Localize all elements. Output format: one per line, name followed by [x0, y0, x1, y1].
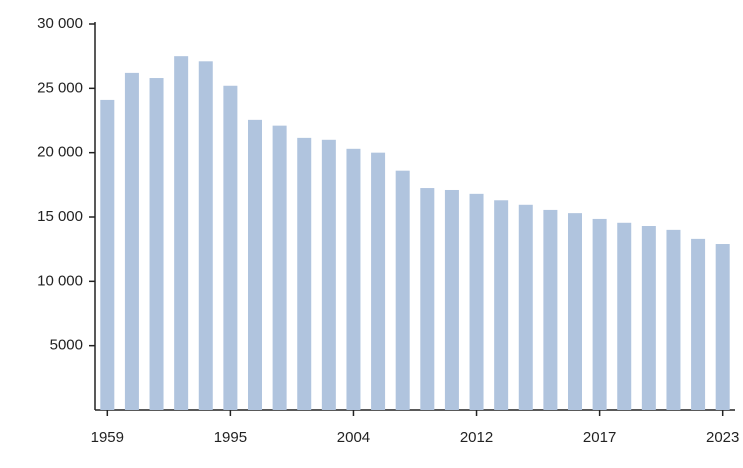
bar — [346, 148, 361, 410]
x-tick-label: 1995 — [214, 429, 247, 446]
x-tick-label: 2004 — [337, 429, 370, 446]
bar — [149, 78, 164, 410]
bar — [518, 204, 533, 410]
bar — [100, 99, 115, 410]
bar — [371, 152, 386, 410]
bar — [715, 244, 730, 410]
y-tick-label: 10 000 — [37, 272, 83, 289]
x-tick-label: 2023 — [706, 429, 739, 446]
bar — [494, 200, 509, 410]
x-tick-label: 2012 — [460, 429, 493, 446]
bar — [444, 189, 459, 410]
y-tick-label: 5000 — [50, 337, 83, 354]
bar — [223, 85, 238, 410]
bar — [666, 229, 681, 410]
bar — [174, 56, 189, 411]
bar — [568, 213, 582, 410]
bar — [641, 226, 656, 410]
bar — [617, 222, 632, 410]
y-tick-label: 30 000 — [37, 15, 83, 32]
bar — [124, 72, 139, 410]
bar — [469, 193, 484, 410]
bar — [297, 137, 312, 410]
bar — [691, 238, 706, 410]
bar — [321, 139, 336, 411]
bar — [272, 125, 287, 410]
y-tick-label: 15 000 — [37, 208, 83, 225]
bar — [543, 209, 558, 410]
y-tick-label: 25 000 — [37, 79, 83, 96]
y-tick-label: 20 000 — [37, 144, 83, 161]
x-tick-label: 1959 — [91, 429, 124, 446]
bar — [420, 188, 435, 410]
bar — [248, 119, 262, 411]
bar — [592, 218, 607, 410]
bar — [198, 61, 213, 411]
bar — [395, 170, 410, 410]
x-tick-label: 2017 — [583, 429, 616, 446]
